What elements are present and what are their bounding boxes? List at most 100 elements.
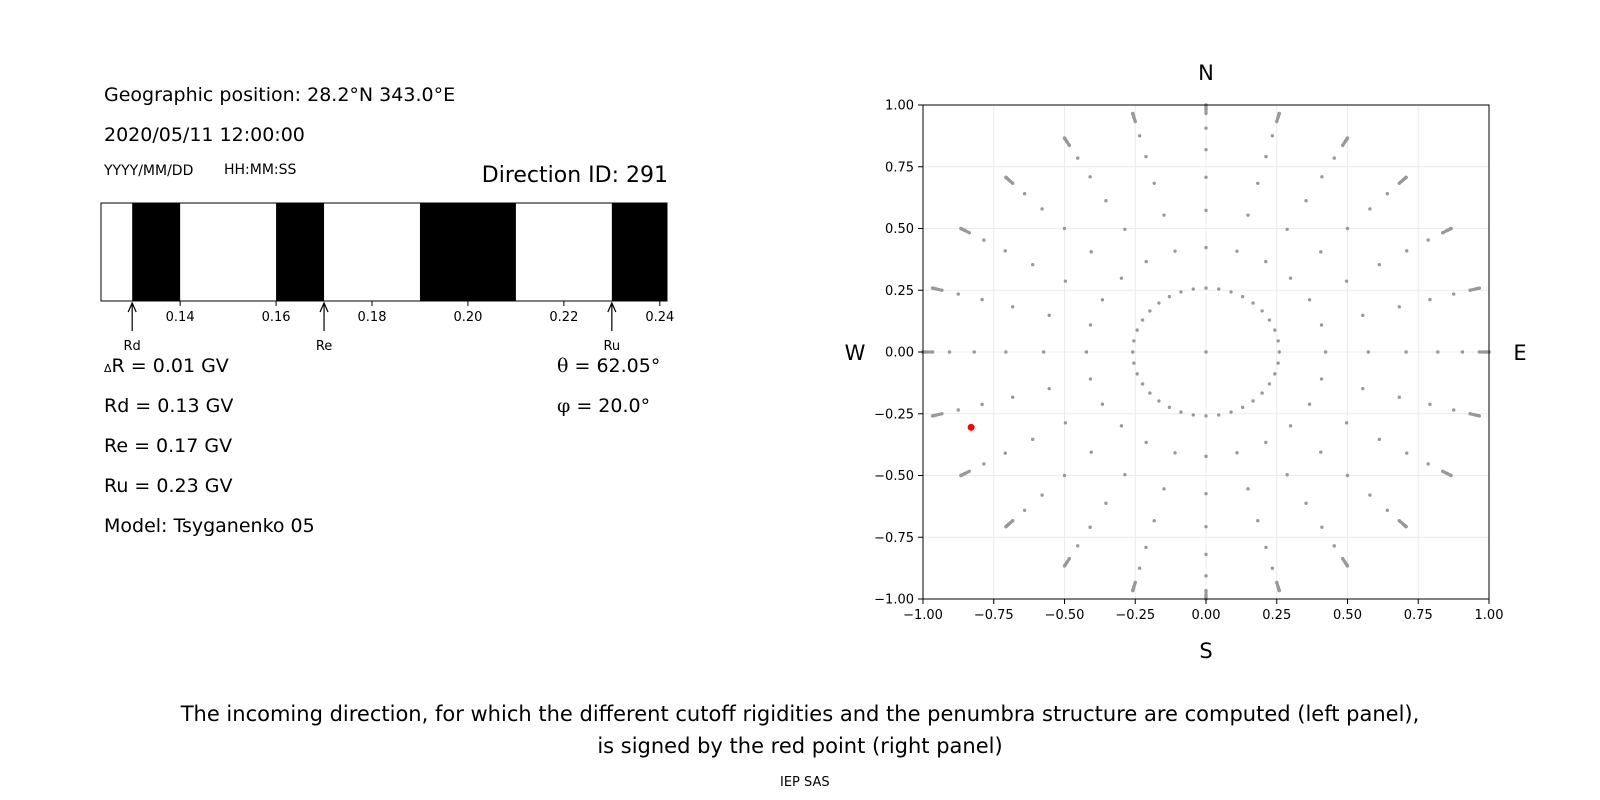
marker-label: Rd	[124, 339, 141, 354]
marker-arrow-head	[607, 301, 617, 313]
direction-point	[1217, 413, 1221, 417]
direction-point	[1137, 566, 1142, 570]
model-value: Model: Tsyganenko 05	[104, 515, 315, 537]
direction-point	[1088, 175, 1092, 179]
x-tick-label: 0.00	[1192, 608, 1221, 623]
re-value: Re = 0.17 GV	[104, 435, 233, 457]
direction-point	[1119, 276, 1124, 280]
y-tick-label: 0.75	[885, 160, 914, 175]
direction-point	[1204, 552, 1208, 557]
delta-r-text: R = 0.01 GV	[111, 355, 229, 377]
direction-point	[1022, 192, 1027, 196]
x-tick-label: 0.50	[1333, 608, 1362, 623]
direction-point	[1011, 305, 1015, 309]
x-tick-label: −0.50	[1045, 608, 1085, 623]
direction-point	[1405, 451, 1409, 455]
direction-point	[972, 350, 976, 354]
direction-point	[1405, 249, 1409, 253]
direction-point	[1040, 207, 1044, 211]
direction-point	[1179, 290, 1183, 294]
direction-point	[1277, 350, 1281, 354]
penumbra-frame	[100, 202, 668, 302]
direction-point	[1157, 399, 1161, 403]
direction-point	[1344, 421, 1349, 425]
penumbra-tick-label: 0.20	[453, 310, 482, 325]
penumbra-tick-label: 0.22	[549, 310, 578, 325]
direction-point	[1131, 588, 1135, 593]
y-tick-label: 0.00	[885, 346, 914, 361]
direction-point	[1204, 245, 1208, 250]
direction-point	[1191, 287, 1195, 291]
theta-symbol: θ	[557, 355, 569, 377]
direction-point	[982, 462, 986, 466]
direction-point	[1320, 175, 1324, 179]
direction-point	[1477, 286, 1481, 290]
marker-arrow-head	[127, 301, 137, 313]
x-tick-label: −0.25	[1115, 608, 1155, 623]
direction-point	[1377, 262, 1382, 267]
x-tick-label: 0.75	[1404, 608, 1433, 623]
direction-point	[1449, 473, 1453, 478]
direction-point	[1131, 111, 1135, 116]
direction-scatter-chart: −1.00 1.00 −0.75 0.75 −0.50 0.50 −0.25 0.25 0.00…	[845, 61, 1527, 663]
direction-point	[1022, 508, 1027, 512]
marker-arrow-head	[319, 301, 329, 313]
direction-point	[1345, 564, 1350, 568]
direction-point	[1288, 276, 1293, 280]
direction-point	[1100, 298, 1105, 302]
direction-point	[1084, 350, 1089, 354]
direction-point	[1144, 259, 1148, 264]
direction-point	[1229, 290, 1233, 294]
caption-line-1: The incoming direction, for which the di…	[180, 702, 1420, 726]
east-label: E	[1513, 341, 1526, 365]
direction-point	[1304, 199, 1308, 203]
y-tick-label: −1.00	[874, 593, 914, 608]
direction-point	[1204, 350, 1208, 354]
marker-rd: Rd	[124, 301, 141, 354]
direction-point	[1267, 382, 1272, 386]
direction-point	[1204, 414, 1208, 418]
direction-point	[1449, 226, 1453, 231]
direction-point	[959, 473, 963, 478]
direction-point	[1167, 405, 1172, 410]
direction-point	[1152, 519, 1156, 523]
direction-point	[1319, 377, 1324, 381]
direction-point	[1319, 323, 1324, 327]
y-tick-label: 0.50	[885, 222, 914, 237]
direction-point	[1235, 249, 1239, 253]
direction-point	[1477, 414, 1481, 418]
direction-point	[1030, 262, 1035, 267]
penumbra-band-0	[132, 203, 181, 301]
direction-point	[980, 297, 984, 302]
footer-label: IEP SAS	[780, 775, 830, 790]
direction-point	[1277, 588, 1281, 593]
direction-point	[956, 292, 960, 296]
direction-point	[1204, 524, 1208, 529]
direction-point	[1004, 175, 1008, 179]
direction-point	[1173, 451, 1177, 455]
direction-point	[1240, 405, 1245, 410]
direction-point	[1204, 574, 1208, 578]
direction-point	[1131, 350, 1135, 354]
direction-point	[959, 226, 963, 231]
direction-point	[1162, 487, 1166, 491]
direction-point	[1361, 313, 1365, 318]
direction-point	[1240, 294, 1245, 299]
direction-point	[1307, 402, 1312, 406]
direction-point	[1047, 386, 1051, 391]
direction-point	[1088, 377, 1093, 381]
direction-point	[1345, 226, 1350, 231]
direction-point	[1004, 525, 1008, 529]
direction-point	[1204, 126, 1208, 130]
direction-point	[1144, 545, 1148, 550]
direction-point	[1191, 413, 1195, 417]
direction-point	[1132, 361, 1136, 365]
direction-point	[1332, 156, 1336, 160]
direction-point	[1119, 424, 1124, 428]
direction-point	[931, 286, 935, 290]
direction-point	[1397, 395, 1401, 399]
delta-r-value: ΔR = 0.01 GV	[104, 355, 229, 377]
direction-point	[1264, 545, 1268, 550]
direction-point	[1104, 501, 1108, 505]
direction-point	[1003, 249, 1007, 253]
